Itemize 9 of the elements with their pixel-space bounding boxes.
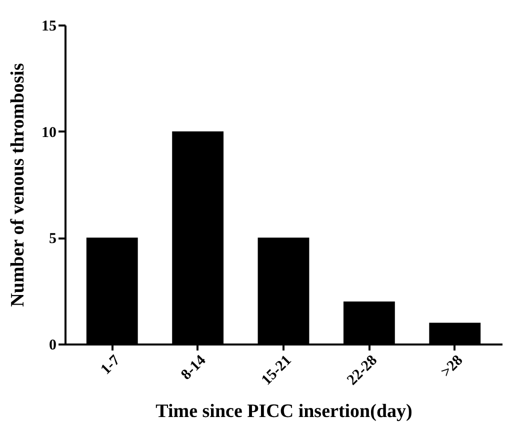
x-tick-label: 8-14 [178,352,210,384]
y-tick-label: 0 [49,338,56,354]
x-tick-label: 1-7 [98,352,124,378]
y-tick-label: 5 [49,231,56,248]
x-tick-label: >28 [438,352,466,380]
y-tick-label: 15 [42,18,56,34]
y-axis-title: Number of venous thrombosis [8,63,28,307]
x-axis-title: Time since PICC insertion(day) [156,400,412,422]
y-tick-label: 10 [42,124,56,141]
